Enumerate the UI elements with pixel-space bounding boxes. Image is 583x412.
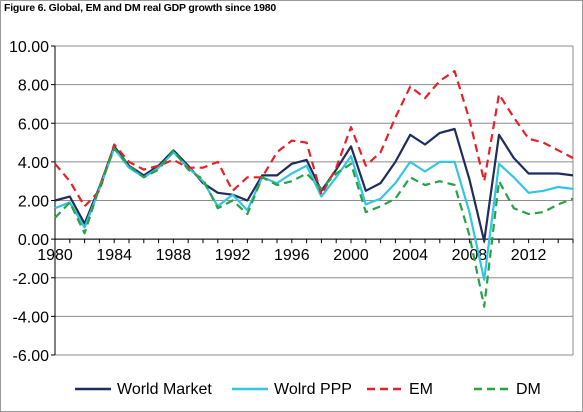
- legend-label: DM: [516, 381, 541, 398]
- y-tick-label: 10.00: [9, 39, 49, 56]
- legend-label: Wolrd PPP: [274, 381, 352, 398]
- x-axis-labels: 1980 1984 1988 1992 1996 2000 2004 2008 2012: [37, 247, 546, 264]
- series-line-world-market: [54, 127, 574, 243]
- legend-label: EM: [409, 381, 433, 398]
- y-tick-label: -2.00: [13, 271, 50, 288]
- x-tick-label: 1984: [96, 247, 132, 264]
- figure-title: Figure 6. Global, EM and DM real GDP gro…: [4, 2, 276, 14]
- legend-label: World Market: [117, 381, 212, 398]
- x-tick-label: 1996: [274, 247, 310, 264]
- y-tick-label: 6.00: [18, 116, 49, 133]
- y-tick-label: 2.00: [18, 194, 49, 211]
- y-tick-label: 4.00: [18, 155, 49, 172]
- series-line-dm: [54, 147, 574, 308]
- y-tick-label: 0.00: [18, 232, 49, 249]
- x-tick-label: 1988: [156, 247, 192, 264]
- x-tick-label: 2008: [452, 247, 488, 264]
- series-lines: [54, 69, 574, 308]
- x-tick-label: 2012: [511, 247, 547, 264]
- y-axis-labels: 10.00 8.00 6.00 4.00 2.00 0.00 -2.00 -4.00 -6.00: [9, 39, 49, 365]
- x-tick-label: 2004: [392, 247, 428, 264]
- legend: World Market Wolrd PPP EM DM: [75, 381, 541, 398]
- y-tick-label: -6.00: [13, 348, 50, 365]
- x-tick-label: 1992: [215, 247, 251, 264]
- series-line-em: [54, 69, 574, 208]
- y-tick-label: -4.00: [13, 309, 50, 326]
- x-tick-label: 2000: [333, 247, 369, 264]
- y-tick-label: 8.00: [18, 78, 49, 95]
